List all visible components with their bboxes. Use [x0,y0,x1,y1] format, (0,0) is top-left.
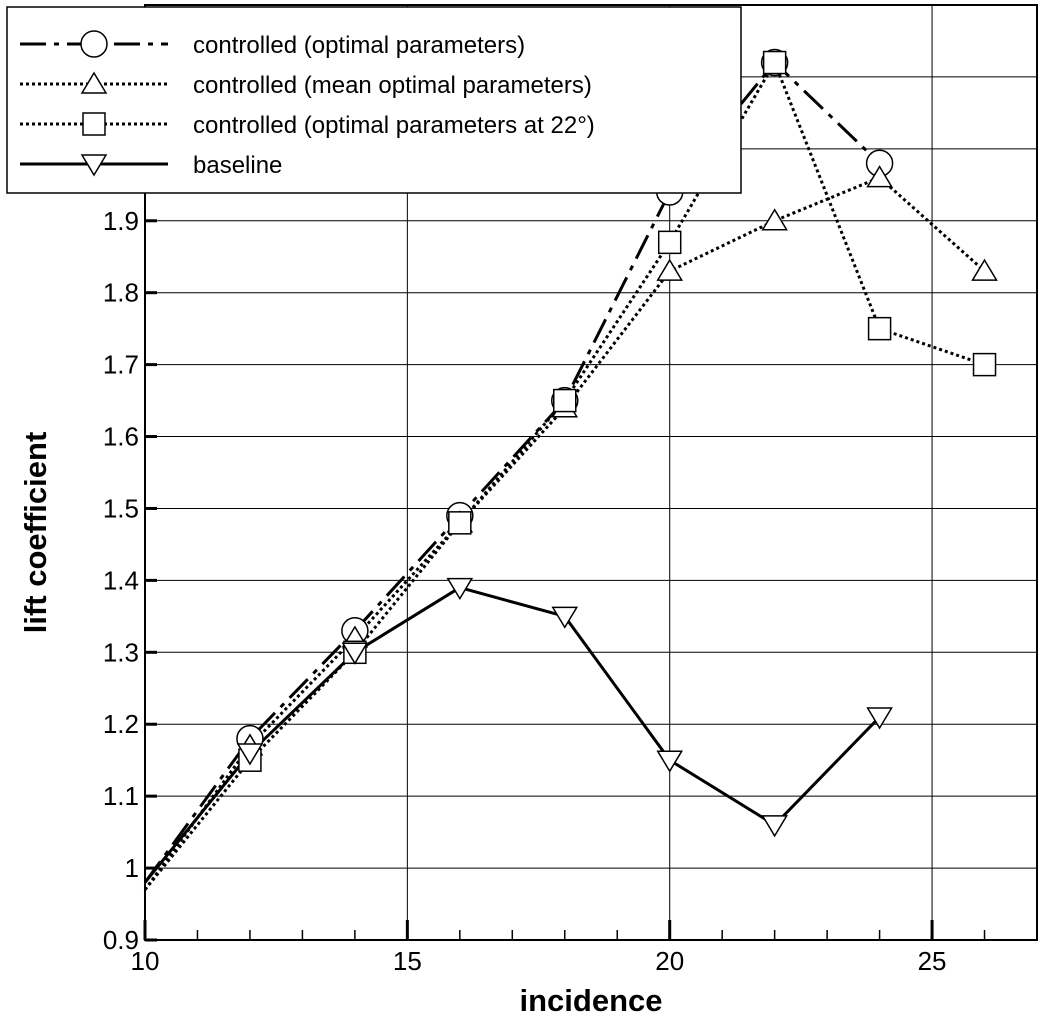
y-tick-label: 1.6 [103,422,139,452]
x-tick-label: 10 [131,946,160,976]
data-point [866,707,893,730]
y-tick-label: 0.9 [103,925,139,955]
data-point [972,352,997,377]
legend-entry-label: controlled (optimal parameters at 22°) [193,112,595,139]
x-tick-label: 25 [918,946,947,976]
minor-ticks [196,930,1038,940]
data-point [446,577,474,601]
series-line-1 [143,176,986,891]
y-axis-title: lift coefficient [18,432,53,634]
legend-swatch-marker [80,154,108,177]
y-tick-label: 1.2 [103,709,139,739]
y-tick-label: 1.7 [103,350,139,380]
data-point [341,642,369,665]
y-tick-label: 1.9 [103,206,139,236]
series-markers-3 [236,577,893,838]
legend-swatch-marker [80,30,108,58]
data-point [236,743,264,766]
y-tick-label: 1.5 [103,493,139,523]
series-markers-1 [236,165,998,756]
x-tick-labels: 10 15 20 25 [131,946,947,976]
data-point [448,511,472,535]
data-point [762,50,787,75]
data-point [657,230,682,255]
legend-entry-label: controlled (optimal parameters) [193,32,525,59]
data-point [553,388,577,413]
y-tick-label: 1.4 [103,565,139,595]
data-point [761,815,788,838]
y-tick-labels: 0.911.11.21.31.41.51.61.71.81.922.1 [103,62,139,955]
data-point [761,208,788,231]
legend: controlled (optimal parameters) controlle… [6,6,742,194]
legend-swatch-marker [80,71,108,94]
series-markers-2 [238,50,997,772]
data-point [551,606,579,629]
y-tick-label: 1.3 [103,637,139,667]
y-tick-label: 1 [125,853,139,883]
x-tick-label: 20 [655,946,684,976]
data-point [866,165,893,188]
data-point [656,750,684,773]
data-point [656,258,684,281]
series-line-0 [143,61,881,884]
series-line-3 [143,586,881,884]
x-axis-title: incidence [520,983,663,1018]
legend-entry-label: controlled (mean optimal parameters) [193,72,592,99]
plot-frame [144,4,1038,941]
y-tick-label: 1.8 [103,278,139,308]
data-point [971,258,998,281]
data-point [867,316,892,341]
x-tick-label: 15 [393,946,422,976]
legend-swatch-marker [82,112,106,136]
legend-entry-label: baseline [193,152,282,179]
y-tick-label: 1.1 [103,781,139,811]
legend-box [6,6,742,194]
series-layer [143,48,998,891]
